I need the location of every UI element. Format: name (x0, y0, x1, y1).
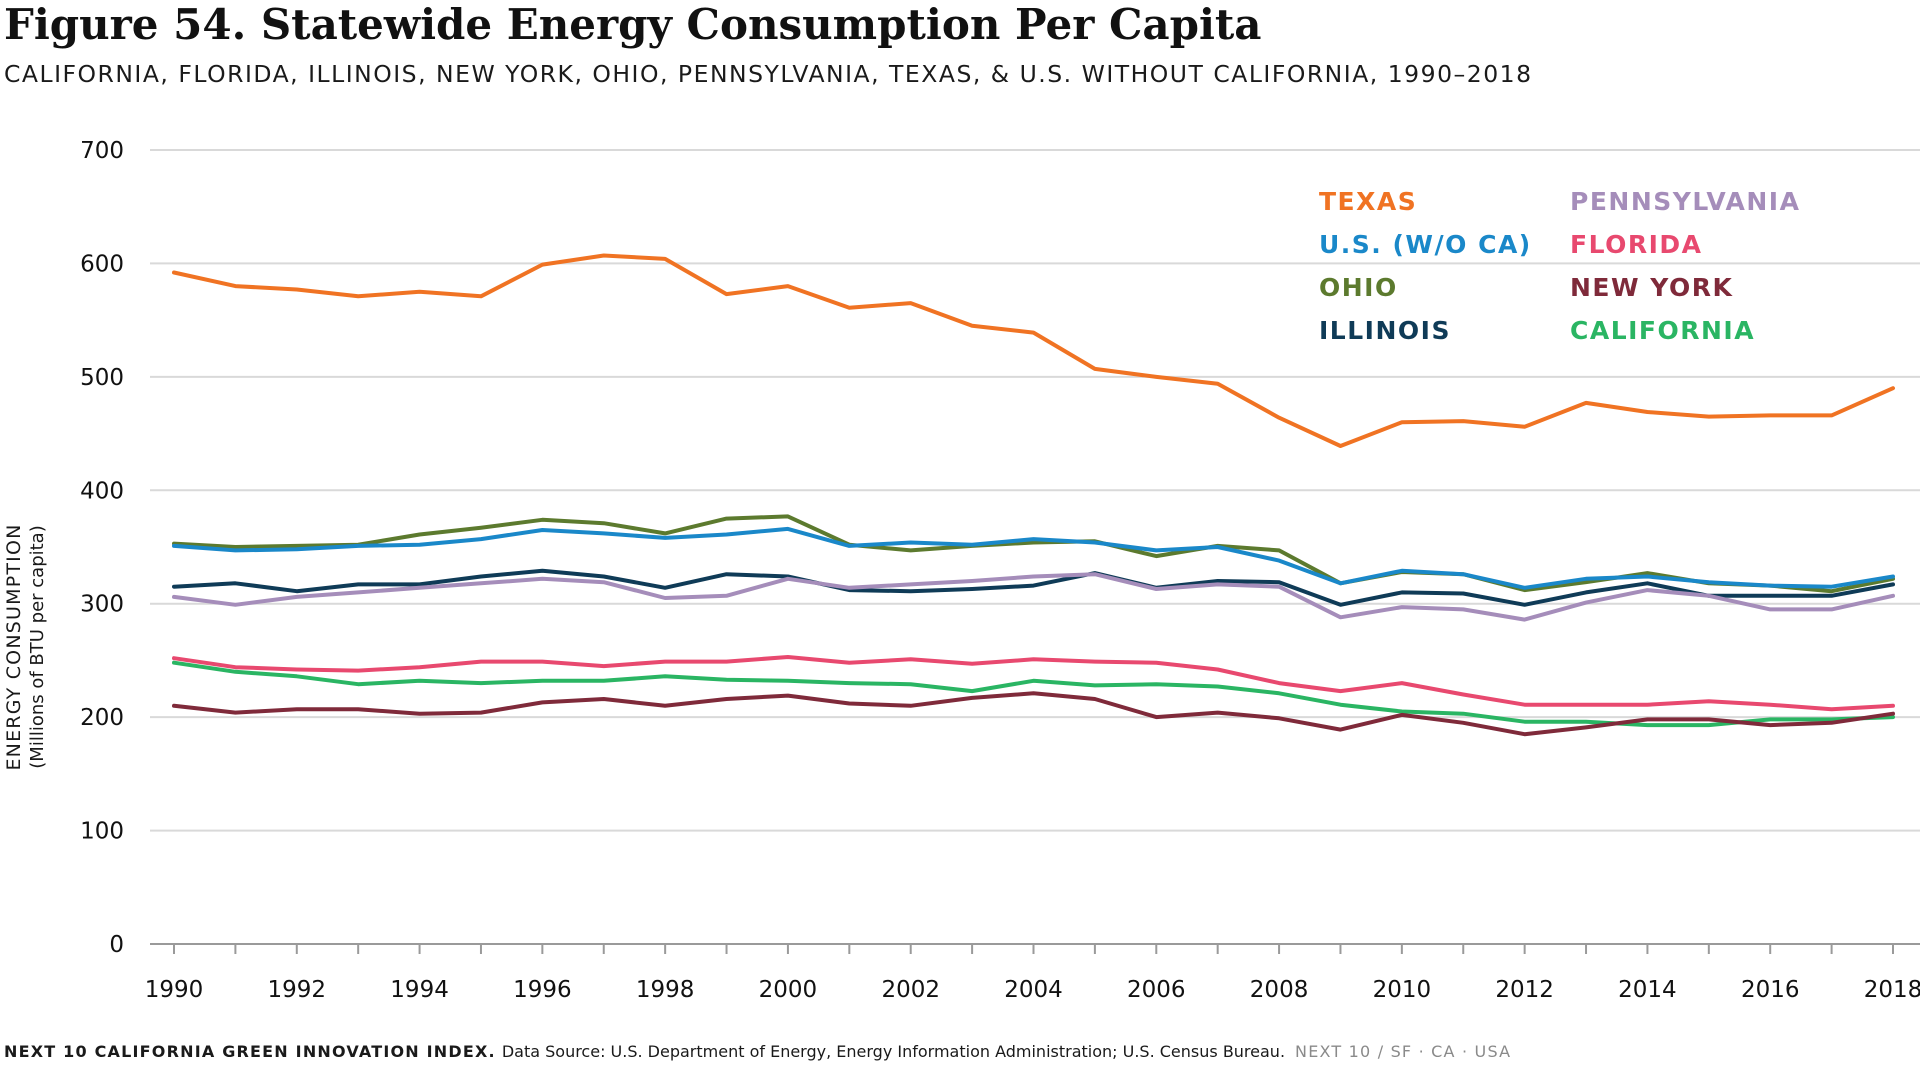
y-axis-label: ENERGY CONSUMPTION (3, 523, 25, 770)
x-tick-label: 2002 (881, 977, 940, 1003)
footer-source: Data Source: U.S. Department of Energy, … (501, 1042, 1286, 1061)
x-tick-labels: 1990 1992 1994 1996 1998 2000 2002 2004 2006 2008… (145, 977, 1920, 1003)
footer-brand: NEXT 10 / SF · CA · USA (1295, 1042, 1512, 1061)
series-line-u-s-w-o-ca (172, 526, 1895, 590)
y-tick-label: 700 (80, 138, 124, 164)
series-line-texas (172, 253, 1895, 448)
y-tick-label: 600 (80, 251, 124, 277)
x-tick-label: 2018 (1864, 977, 1920, 1003)
figure-title: Figure 54. Statewide Energy Consumption … (4, 0, 1262, 49)
y-tick-label: 0 (109, 932, 124, 958)
x-tick-label: 2014 (1618, 977, 1677, 1003)
series-line-ohio (172, 514, 1895, 594)
x-tick-label: 2016 (1741, 977, 1800, 1003)
x-tick-label: 1998 (636, 977, 695, 1003)
y-tick-label: 500 (80, 365, 124, 391)
y-tick-labels: 0 100 200 300 400 500 600 700 (80, 138, 124, 958)
y-tick-label: 300 (80, 592, 124, 618)
x-tick-label: 1990 (145, 977, 204, 1003)
series-lines (172, 253, 1895, 737)
x-tick-label: 1996 (513, 977, 572, 1003)
legend-item: PENNSYLVANIA (1570, 187, 1800, 216)
legend-item: NEW YORK (1570, 273, 1733, 302)
y-tick-label: 100 (80, 819, 124, 845)
legend-item: TEXAS (1319, 187, 1417, 216)
legend-item: CALIFORNIA (1570, 316, 1755, 345)
x-tick-label: 2012 (1495, 977, 1554, 1003)
series-line-illinois (172, 568, 1895, 607)
grid-lines (150, 149, 1920, 954)
figure-subtitle: CALIFORNIA, FLORIDA, ILLINOIS, NEW YORK,… (4, 60, 1533, 88)
y-axis-label-group: ENERGY CONSUMPTION (Millions of BTU per … (3, 523, 48, 770)
y-axis-sublabel: (Millions of BTU per capita) (27, 525, 48, 768)
x-tick-label: 2010 (1373, 977, 1432, 1003)
series-line-pennsylvania (172, 572, 1895, 622)
x-tick-label: 1992 (268, 977, 327, 1003)
x-tick-label: 2008 (1250, 977, 1309, 1003)
x-tick-label: 2004 (1004, 977, 1063, 1003)
series-line-florida (172, 655, 1895, 712)
legend-item: OHIO (1319, 273, 1398, 302)
legend-item: ILLINOIS (1319, 316, 1451, 345)
series-line-new-york (172, 691, 1895, 737)
x-tick-label: 1994 (390, 977, 449, 1003)
footer: NEXT 10 CALIFORNIA GREEN INNOVATION INDE… (4, 1042, 1511, 1061)
footer-org: NEXT 10 CALIFORNIA GREEN INNOVATION INDE… (4, 1042, 496, 1061)
legend-item: U.S. (W/O CA) (1319, 230, 1532, 259)
legend: TEXAS U.S. (W/O CA) OHIO ILLINOIS PENNSYLVAN… (1319, 187, 1800, 345)
y-tick-label: 200 (80, 705, 124, 731)
legend-item: FLORIDA (1570, 230, 1703, 259)
x-tick-label: 2006 (1127, 977, 1186, 1003)
y-tick-label: 400 (80, 478, 124, 504)
x-tick-label: 2000 (759, 977, 818, 1003)
